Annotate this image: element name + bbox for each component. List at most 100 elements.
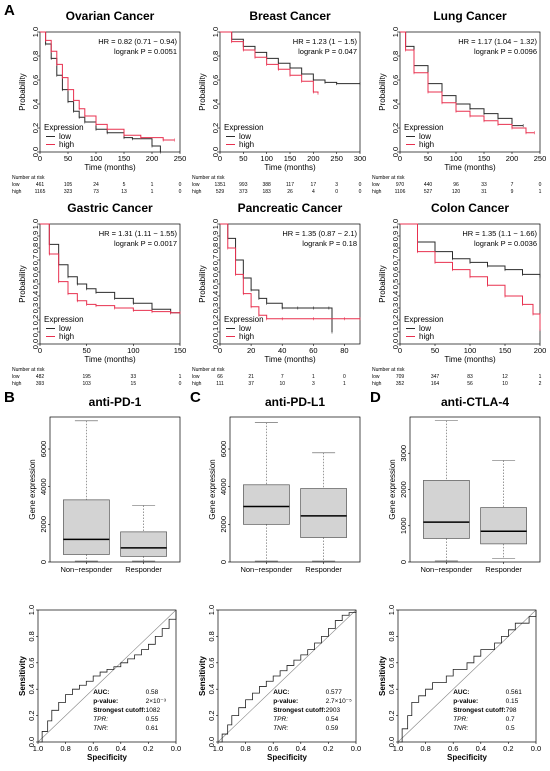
roc-stat-value: 0.54 bbox=[326, 716, 339, 723]
y-tick-label: 1.0 bbox=[27, 605, 36, 615]
risk-low-value: 33 bbox=[481, 182, 487, 188]
chart-title: Ovarian Cancer bbox=[66, 9, 155, 23]
x-axis-label: Time (months) bbox=[264, 163, 316, 172]
risk-row-label-high: high bbox=[192, 189, 202, 195]
risk-low-value: 17 bbox=[311, 182, 317, 188]
risk-high-value: 4 bbox=[312, 189, 315, 195]
x-tick-label: 0.8 bbox=[60, 744, 70, 753]
risk-low-value: 7 bbox=[511, 182, 514, 188]
x-tick-label: 0.4 bbox=[116, 744, 126, 753]
chart-title: Gastric Cancer bbox=[67, 201, 153, 215]
y-tick-label: 0.0 bbox=[31, 147, 40, 157]
y-tick-label: 0.8 bbox=[391, 51, 400, 61]
y-axis-label: Probability bbox=[378, 73, 387, 110]
risk-table-title: Number at risk bbox=[12, 367, 45, 373]
y-axis-label: Probability bbox=[198, 265, 207, 302]
y-tick-label: 0.2 bbox=[207, 710, 216, 720]
y-axis-label: Probability bbox=[198, 73, 207, 110]
y-tick-label: 0.4 bbox=[31, 291, 40, 301]
hazard-ratio: HR = 1.17 (1.04 − 1.32) bbox=[458, 37, 537, 46]
risk-high-value: 120 bbox=[452, 189, 461, 195]
x-tick-label: 300 bbox=[354, 154, 367, 163]
y-axis-label: Probability bbox=[18, 73, 27, 110]
risk-high-value: 1 bbox=[539, 189, 542, 195]
risk-high-value: 1165 bbox=[35, 189, 46, 195]
x-tick-label: 100 bbox=[464, 346, 477, 355]
y-tick-label: 0.4 bbox=[27, 684, 36, 694]
risk-high-value: 1 bbox=[151, 189, 154, 195]
x-tick-label: 0.0 bbox=[351, 744, 361, 753]
x-tick-label: 0.8 bbox=[420, 744, 430, 753]
legend-label-low: low bbox=[419, 324, 431, 333]
legend-title: Expression bbox=[44, 123, 84, 132]
risk-low-value: 12 bbox=[502, 374, 508, 380]
y-tick-label: 1000 bbox=[399, 517, 408, 534]
legend-label-low: low bbox=[239, 132, 251, 141]
y-tick-label: 0.2 bbox=[31, 315, 40, 325]
y-tick-label: 0.4 bbox=[31, 99, 40, 109]
legend-label-high: high bbox=[419, 332, 434, 341]
x-axis-label: Time (months) bbox=[264, 355, 316, 364]
y-axis-label: Probability bbox=[18, 265, 27, 302]
risk-low-value: 83 bbox=[467, 374, 473, 380]
risk-high-value: 1106 bbox=[395, 189, 406, 195]
roc-stat-label: Strongest cutoff: bbox=[273, 707, 325, 714]
y-tick-label: 0.0 bbox=[27, 737, 36, 747]
y-axis-label: Probability bbox=[378, 265, 387, 302]
risk-high-value: 393 bbox=[36, 381, 45, 387]
legend-label-high: high bbox=[239, 332, 254, 341]
risk-low-value: 0 bbox=[179, 182, 182, 188]
roc-stat-value: 0.5 bbox=[506, 725, 515, 732]
y-tick-label: 0.3 bbox=[31, 303, 40, 313]
km-curve-high bbox=[40, 31, 175, 141]
risk-low-value: 21 bbox=[248, 374, 254, 380]
x-tick-label: 0.6 bbox=[88, 744, 98, 753]
box bbox=[120, 531, 167, 557]
hazard-ratio: HR = 0.82 (0.71 − 0.94) bbox=[98, 37, 177, 46]
y-tick-label: 0.3 bbox=[391, 303, 400, 313]
logrank-p: logrank P = 0.18 bbox=[302, 239, 357, 248]
y-tick-label: 0.3 bbox=[211, 303, 220, 313]
roc-stat-label: TPR: bbox=[273, 716, 288, 723]
roc-stat-value: 0.561 bbox=[506, 689, 523, 696]
y-tick-label: 0.6 bbox=[211, 267, 220, 277]
y-tick-label: 0.2 bbox=[391, 123, 400, 133]
legend-label-high: high bbox=[59, 140, 74, 149]
risk-low-value: 66 bbox=[217, 374, 223, 380]
risk-row-label-low: low bbox=[372, 182, 380, 188]
x-category-label: Non−responder bbox=[420, 565, 472, 574]
x-tick-label: 60 bbox=[309, 346, 317, 355]
y-tick-label: 6000 bbox=[219, 441, 228, 458]
y-tick-label: 0.0 bbox=[391, 339, 400, 349]
risk-high-value: 15 bbox=[131, 381, 137, 387]
y-tick-label: 0.5 bbox=[211, 279, 220, 289]
x-category-label: Responder bbox=[485, 565, 522, 574]
risk-low-value: 482 bbox=[36, 374, 45, 380]
y-axis-label: Gene expression bbox=[208, 459, 217, 519]
y-tick-label: 0.6 bbox=[27, 658, 36, 668]
risk-high-value: 0 bbox=[359, 189, 362, 195]
x-axis-label: Specificity bbox=[87, 753, 128, 762]
panel-letter-d: D bbox=[370, 389, 381, 406]
x-axis-label: Specificity bbox=[267, 753, 308, 762]
risk-low-value: 0 bbox=[539, 182, 542, 188]
chart-title: Breast Cancer bbox=[249, 9, 331, 23]
x-tick-label: 150 bbox=[478, 154, 491, 163]
y-tick-label: 0.5 bbox=[31, 279, 40, 289]
logrank-p: logrank P = 0.0051 bbox=[114, 47, 177, 56]
risk-low-value: 1351 bbox=[214, 182, 225, 188]
y-tick-label: 0.6 bbox=[31, 75, 40, 85]
x-tick-label: 0.4 bbox=[476, 744, 486, 753]
roc-stat-value: 0.577 bbox=[326, 689, 343, 696]
x-tick-label: 0.6 bbox=[268, 744, 278, 753]
risk-high-value: 529 bbox=[216, 189, 225, 195]
roc-stat-label: TNR: bbox=[453, 725, 468, 732]
roc-stat-label: Strongest cutoff: bbox=[93, 707, 145, 714]
chance-diagonal bbox=[217, 609, 357, 743]
x-tick-label: 40 bbox=[278, 346, 286, 355]
risk-low-value: 7 bbox=[281, 374, 284, 380]
roc-stat-label: p-value: bbox=[93, 698, 118, 705]
roc-stat-value: 2×10⁻³ bbox=[146, 698, 167, 705]
